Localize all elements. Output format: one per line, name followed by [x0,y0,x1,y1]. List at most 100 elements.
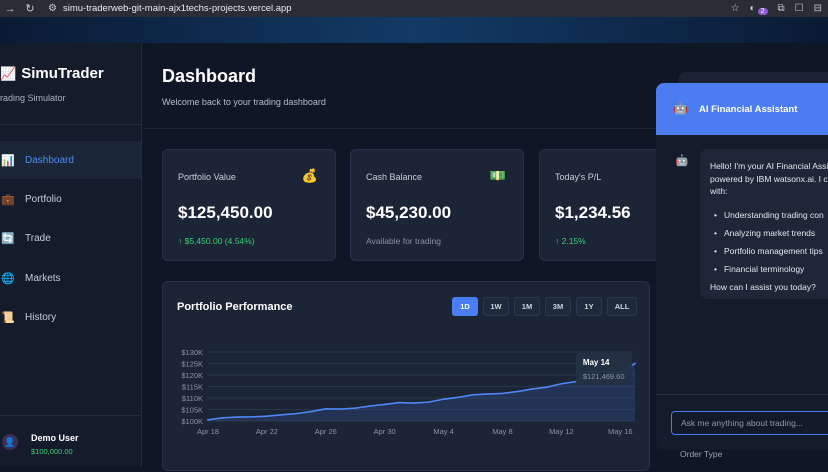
y-tick-label: $100K [181,417,203,426]
data-point [545,386,548,389]
briefcase-icon: 💼 [1,193,15,206]
y-tick-label: $125K [181,360,203,369]
list-item: Portfolio management tips [710,242,824,260]
avatar: 👤 [2,434,18,450]
series-area [208,363,635,421]
extension-badge: 2 [757,8,768,15]
data-point [295,412,298,415]
series-line [207,362,636,421]
money-bag-icon: 💰 [301,168,318,183]
ai-header: 🤖 AI Financial Assistant [656,83,828,135]
data-point [383,403,386,406]
ai-intro: Hello! I'm your AI Financial Assi powere… [710,160,828,198]
x-tick-label: Apr 26 [315,427,337,436]
page-title: Dashboard [162,66,257,86]
sidebar-item-markets[interactable]: 🌐 Markets [0,259,141,297]
extension-icon[interactable]: ◐ [749,3,756,14]
data-point [501,392,504,395]
data-point [457,396,460,399]
data-point [280,413,283,416]
data-point [516,390,519,393]
forward-icon[interactable]: → [4,2,16,15]
sidebar-item-history[interactable]: 📜 History [0,298,141,336]
site-info-icon[interactable]: ⚙ [48,3,57,14]
sidebar-item-portfolio[interactable]: 💼 Portfolio [0,180,141,218]
cash-icon: 💵 [489,168,506,183]
list-item: Analyzing market trends [710,224,824,242]
list-item: Understanding trading con [710,206,824,224]
sidebar-item-trade[interactable]: 🔄 Trade [0,219,141,257]
range-all-button[interactable]: ALL [607,297,637,316]
range-1w-button[interactable]: 1W [483,297,509,316]
brand[interactable]: 📈 SimuTrader [0,65,104,82]
data-point [472,393,474,396]
ai-outro: How can I assist you today? [710,282,816,292]
x-tick-label: May 16 [608,427,633,436]
chart-tooltip [575,353,632,385]
data-point [236,416,239,418]
sidebar-item-label: Portfolio [25,193,62,205]
tab-search-icon[interactable]: ⊟ [813,3,822,14]
intro-line: powered by IBM watsonx.ai. I c [710,173,828,184]
trade-panel [679,72,828,83]
card-value: $1,234.56 [555,203,631,222]
card-label: Cash Balance [366,172,423,182]
performance-chart[interactable]: $100K $105K $110K $115K $120K $125K $130K Apr 1… [163,282,651,472]
data-point [427,401,430,404]
range-1y-button[interactable]: 1Y [576,297,602,316]
data-point [531,388,533,390]
x-tick-label: May 12 [549,427,574,436]
robot-icon: 🤖 [673,101,688,115]
data-point [339,408,342,410]
globe-icon: 🌐 [1,272,15,285]
y-tick-label: $115K [182,383,203,392]
sidebar-item-dashboard[interactable]: 📊 Dashboard [0,141,141,179]
address-bar[interactable]: simu-traderweb-git-main-ajx1techs-projec… [62,3,292,14]
profile-icon[interactable]: ☐ [794,3,804,14]
y-tick-label: $110K [182,394,203,403]
range-1d-button[interactable]: 1D [452,297,478,316]
panel-title: Portfolio Performance [177,301,293,313]
user-name: Demo User [31,433,79,443]
cash-balance-card: Cash Balance 💵 $45,230.00 Available for … [350,149,524,261]
x-tick-label: Apr 18 [197,427,219,436]
bar-chart-icon: 📊 [1,154,15,167]
puzzle-icon[interactable]: ⧉ [777,3,785,14]
tooltip-value: $121,469.60 [583,372,625,381]
sidebar: 📈 SimuTrader rading Simulator 📊 Dashboard… [0,43,142,466]
top-banner [0,17,828,43]
divider [143,128,828,129]
data-point [634,362,636,365]
sidebar-item-label: Dashboard [25,154,74,166]
y-tick-label: $105K [181,406,203,415]
data-point [310,410,312,413]
ai-message: Hello! I'm your AI Financial Assi powere… [700,149,828,299]
scroll-icon: 📜 [1,311,15,324]
bookmark-star-icon[interactable]: ☆ [730,3,740,14]
user-balance: $100,000.00 [31,447,73,456]
brand-subtitle: rading Simulator [0,93,66,103]
card-value: $125,450.00 [178,203,273,222]
range-3m-button[interactable]: 3M [545,297,571,316]
reload-icon[interactable]: ↻ [25,3,35,15]
card-change: Available for trading [366,236,441,246]
card-change: ↑ $5,450.00 (4.54%) [178,236,255,246]
intro-line: with: [710,186,728,196]
exchange-icon: 🔄 [1,232,15,245]
data-point [207,418,209,421]
y-tick-label: $130K [181,348,203,357]
data-point [486,393,489,395]
page-subtitle: Welcome back to your trading dashboard [162,97,326,107]
data-point [265,415,268,418]
robot-icon: 🤖 [675,155,689,167]
intro-line: Hello! I'm your AI Financial Assi [710,161,828,171]
portfolio-value-card: Portfolio Value 💰 $125,450.00 ↑ $5,450.0… [162,149,336,261]
ai-chat-input[interactable] [671,411,828,435]
list-item: Financial terminology [710,260,824,278]
data-point [398,401,401,404]
x-tick-label: Apr 30 [374,427,396,436]
range-1m-button[interactable]: 1M [514,297,540,316]
data-point [442,398,445,401]
user-box[interactable]: 👤 Demo User $100,000.00 [0,415,141,466]
y-tick-label: $120K [181,371,203,380]
